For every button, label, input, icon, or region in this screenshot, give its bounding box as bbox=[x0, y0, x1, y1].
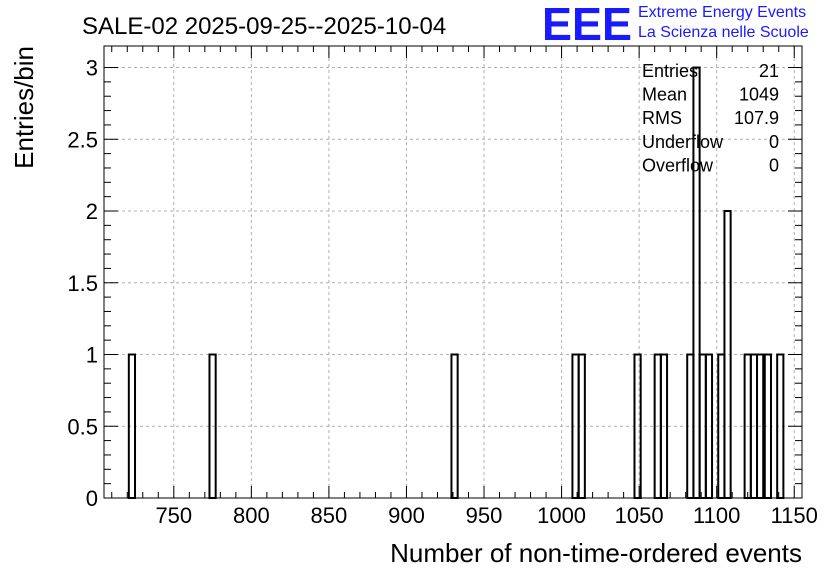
x-axis: 750 800 850 900 950 1000 1050 1100 1150 bbox=[111, 46, 818, 528]
x-tick-label: 800 bbox=[233, 503, 270, 528]
histogram-bar bbox=[633, 353, 642, 499]
eee-logo-line2: La Scienza nelle Scuole bbox=[638, 24, 809, 41]
y-tick-label: 1.5 bbox=[67, 271, 98, 296]
stats-label: Overflow bbox=[642, 155, 714, 175]
histogram-bar bbox=[763, 353, 772, 499]
y-tick-label: 0.5 bbox=[67, 414, 98, 439]
stats-box: Entries 21 Mean 1049 RMS 107.9 Underflow 0 Overf… bbox=[642, 61, 779, 175]
x-tick-label: 750 bbox=[155, 503, 192, 528]
stats-value: 0 bbox=[769, 132, 779, 152]
eee-logo-icon: EEE bbox=[542, 2, 632, 44]
x-tick-label: 1150 bbox=[771, 503, 818, 528]
histogram-bar bbox=[704, 353, 714, 499]
stats-value: 1049 bbox=[739, 85, 779, 105]
y-axis: 0 0.5 1 1.5 2 2.5 3 bbox=[67, 56, 802, 511]
stats-label: Underflow bbox=[642, 132, 724, 152]
eee-logo-text: EEE bbox=[542, 2, 632, 44]
x-tick-label: 1100 bbox=[693, 503, 740, 528]
eee-logo-line1: Extreme Energy Events bbox=[638, 4, 807, 21]
y-tick-label: 2.5 bbox=[67, 127, 98, 152]
stats-value: 107.9 bbox=[734, 108, 779, 128]
histogram-bar bbox=[127, 353, 137, 499]
y-axis-label: Entries/bin bbox=[9, 46, 39, 169]
y-tick-label: 1 bbox=[86, 343, 98, 368]
histogram-bar bbox=[776, 353, 785, 499]
x-tick-label: 1000 bbox=[537, 503, 586, 528]
stats-label: RMS bbox=[642, 108, 682, 128]
y-tick-label: 0 bbox=[86, 486, 98, 511]
stats-label: Entries bbox=[642, 61, 698, 81]
histogram-bar bbox=[723, 210, 732, 499]
stats-value: 21 bbox=[759, 61, 779, 81]
y-tick-label: 2 bbox=[86, 199, 98, 224]
histogram-bar bbox=[577, 353, 586, 499]
x-tick-label: 850 bbox=[311, 503, 348, 528]
x-tick-label: 1050 bbox=[615, 503, 664, 528]
stats-value: 0 bbox=[769, 155, 779, 175]
chart-title: SALE-02 2025-09-25--2025-10-04 bbox=[82, 13, 446, 40]
x-tick-label: 950 bbox=[466, 503, 503, 528]
x-axis-label: Number of non-time-ordered events bbox=[390, 538, 802, 568]
stats-label: Mean bbox=[642, 85, 687, 105]
y-tick-label: 3 bbox=[86, 56, 98, 81]
x-tick-label: 900 bbox=[388, 503, 425, 528]
